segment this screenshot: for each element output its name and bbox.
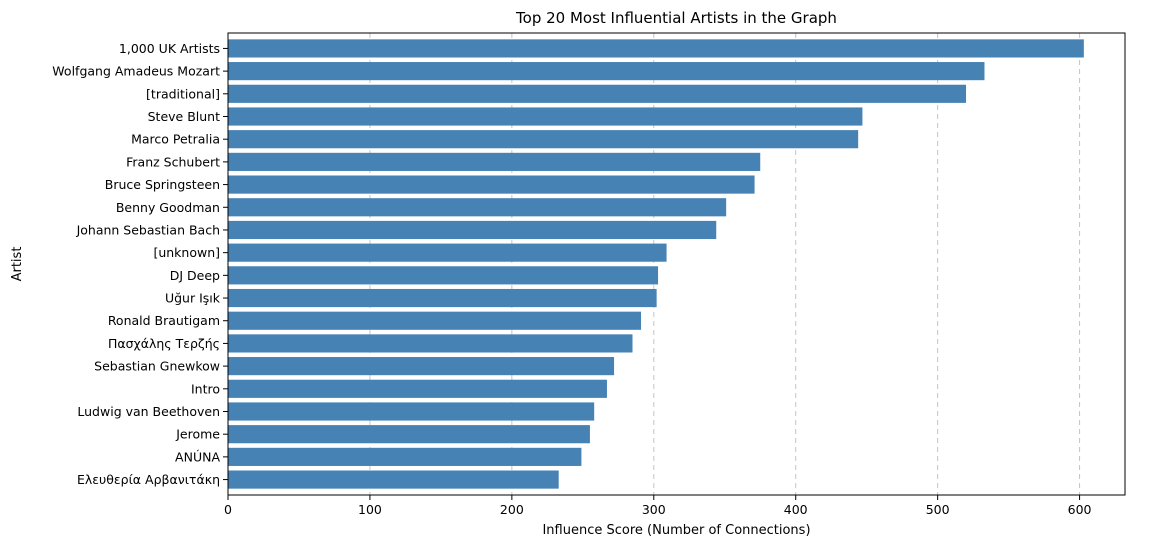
y-tick-label: Ελευθερία Αρβανιτάκη [77,472,220,487]
y-tick-label: Wolfgang Amadeus Mozart [52,64,220,79]
bar [228,220,717,240]
y-tick-label: Ludwig van Beethoven [77,404,220,419]
x-tick-label: 0 [224,502,232,517]
y-tick-label: ANÚNA [175,449,220,464]
y-tick-label: Johann Sebastian Bach [76,222,220,237]
plot-frame [227,32,1126,496]
bar [228,447,582,466]
bar [228,39,1084,58]
bar [228,198,727,217]
bars [228,39,1084,489]
x-tick-label: 300 [642,502,666,517]
bar [228,84,967,103]
x-axis-label: Influence Score (Number of Connections) [542,523,810,538]
bar [228,175,755,194]
y-tick-label: Jerome [175,427,220,442]
y-tick-label: Franz Schubert [126,154,220,169]
x-tick-label: 100 [358,502,382,517]
y-tick-label: Intro [191,381,220,396]
x-tick-label: 500 [926,502,950,517]
y-tick-label: Bruce Springsteen [105,177,220,192]
bar [228,107,863,126]
bar [228,152,761,171]
bar [228,288,657,308]
bar [228,62,985,81]
x-tick-label: 400 [784,502,808,517]
y-tick-label: 1,000 UK Artists [119,41,220,56]
y-tick-label: [unknown] [153,245,220,260]
y-tick-label: Uğur Işık [165,291,221,306]
bar [228,425,590,444]
y-tick-label: [traditional] [146,86,220,101]
bar [228,266,659,285]
bar [228,402,595,421]
x-axis-ticks: 0 100 200 300 400 500 600 [224,495,1092,517]
bar [228,334,633,353]
bar [228,311,642,330]
bar [228,470,559,489]
bar [228,357,615,376]
bar [228,379,607,398]
bar [228,130,859,149]
y-tick-label: DJ Deep [170,268,220,283]
bar [228,243,667,262]
chart-title: Top 20 Most Influential Artists in the G… [515,9,837,27]
y-tick-label: Steve Blunt [148,109,220,124]
y-tick-label: Benny Goodman [116,200,220,215]
y-tick-label: Ronald Brautigam [108,313,220,328]
y-tick-label: Πασχάλης Τερζής [108,336,220,351]
x-tick-label: 200 [500,502,524,517]
y-tick-label: Marco Petralia [131,132,220,147]
y-tick-label: Sebastian Gnewkow [94,359,220,374]
y-axis-ticks: 1,000 UK Artists Wolfgang Amadeus Mozart [… [52,41,228,487]
y-axis-label: Artist [10,247,25,282]
x-tick-label: 600 [1068,502,1092,517]
